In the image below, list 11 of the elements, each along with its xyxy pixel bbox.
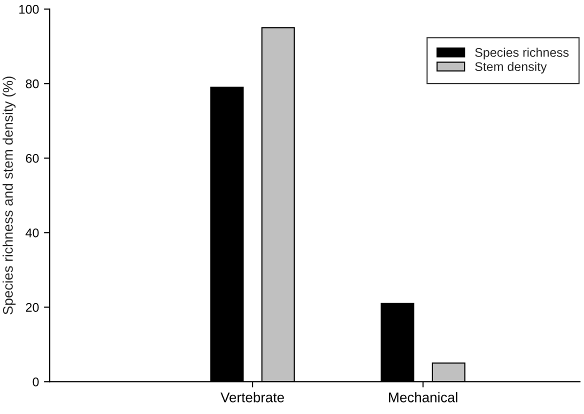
y-tick-label: 0 bbox=[32, 378, 39, 386]
y-tick-label: 20 bbox=[26, 302, 39, 312]
y-tick-label: 40 bbox=[26, 228, 39, 238]
x-tick-label: Vertebrate bbox=[220, 392, 284, 402]
legend-label: Stem density bbox=[475, 62, 547, 74]
y-axis-title: Species richness and stem density (%) bbox=[2, 76, 16, 314]
x-tick-label: Mechanical bbox=[389, 392, 458, 402]
y-tick-label: 60 bbox=[26, 154, 39, 163]
y-tick-label: 80 bbox=[26, 79, 39, 88]
legend-label: Species richness bbox=[475, 48, 569, 60]
y-tick-label: 100 bbox=[19, 4, 39, 14]
